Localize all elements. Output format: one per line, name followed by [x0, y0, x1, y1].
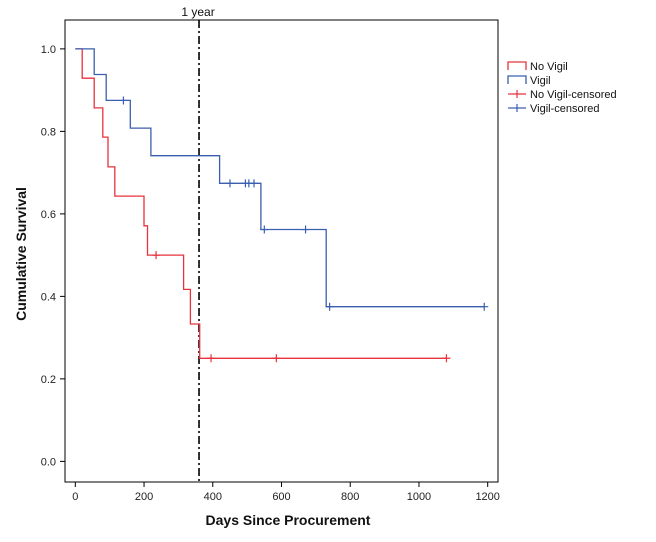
x-tick-label: 800: [341, 491, 359, 503]
legend-swatch-no-vigil: [507, 61, 527, 70]
y-tick-label: 0.2: [41, 374, 56, 386]
series-layer: [75, 48, 489, 363]
y-tick-label: 0.4: [41, 291, 56, 303]
series-line-no-vigil: [75, 48, 447, 359]
legend-label-vigil: Vigil: [530, 75, 551, 87]
censored-mark-no-vigil: [442, 354, 451, 363]
censored-mark-vigil: [480, 302, 489, 311]
x-tick-label: 1000: [407, 491, 431, 503]
x-tick-label: 400: [204, 491, 222, 503]
censored-mark-no-vigil: [272, 354, 281, 363]
y-tick-label: 0.6: [41, 209, 56, 221]
x-axis-ticks: 0 200 400 600 800 1000 1200: [72, 482, 500, 503]
censored-mark-vigil: [325, 302, 334, 311]
series-line-vigil: [75, 48, 485, 308]
legend: No Vigil Vigil No Vigil-censored Vigil-cens…: [507, 61, 617, 115]
censored-mark-vigil: [260, 225, 269, 234]
legend-label-no-vigil: No Vigil: [530, 61, 568, 73]
annotation-layer: 1 year: [181, 5, 215, 482]
plot-frame: [64, 19, 499, 483]
x-tick-label: 600: [272, 491, 290, 503]
censored-mark-vigil: [250, 179, 259, 188]
legend-label-no-vigil-censored: No Vigil-censored: [530, 89, 617, 101]
censored-mark-no-vigil: [207, 354, 216, 363]
y-tick-label: 0.8: [41, 126, 56, 138]
y-tick-label: 0.0: [41, 456, 56, 468]
censored-mark-vigil: [119, 96, 128, 105]
x-tick-label: 0: [72, 491, 78, 503]
y-axis-ticks: 0.0 0.2 0.4 0.6 0.8 1.0: [41, 44, 65, 468]
y-axis-title: Cumulative Survival: [13, 187, 29, 321]
y-tick-label: 1.0: [41, 44, 56, 56]
x-axis-title: Days Since Procurement: [206, 512, 371, 528]
censored-mark-vigil: [225, 179, 234, 188]
censored-mark-vigil: [301, 225, 310, 234]
censored-mark-no-vigil: [152, 251, 161, 260]
one-year-label: 1 year: [181, 5, 214, 19]
legend-label-vigil-censored: Vigil-censored: [530, 103, 600, 115]
x-tick-label: 1200: [475, 491, 499, 503]
legend-swatch-vigil: [507, 75, 527, 84]
x-tick-label: 200: [135, 491, 153, 503]
